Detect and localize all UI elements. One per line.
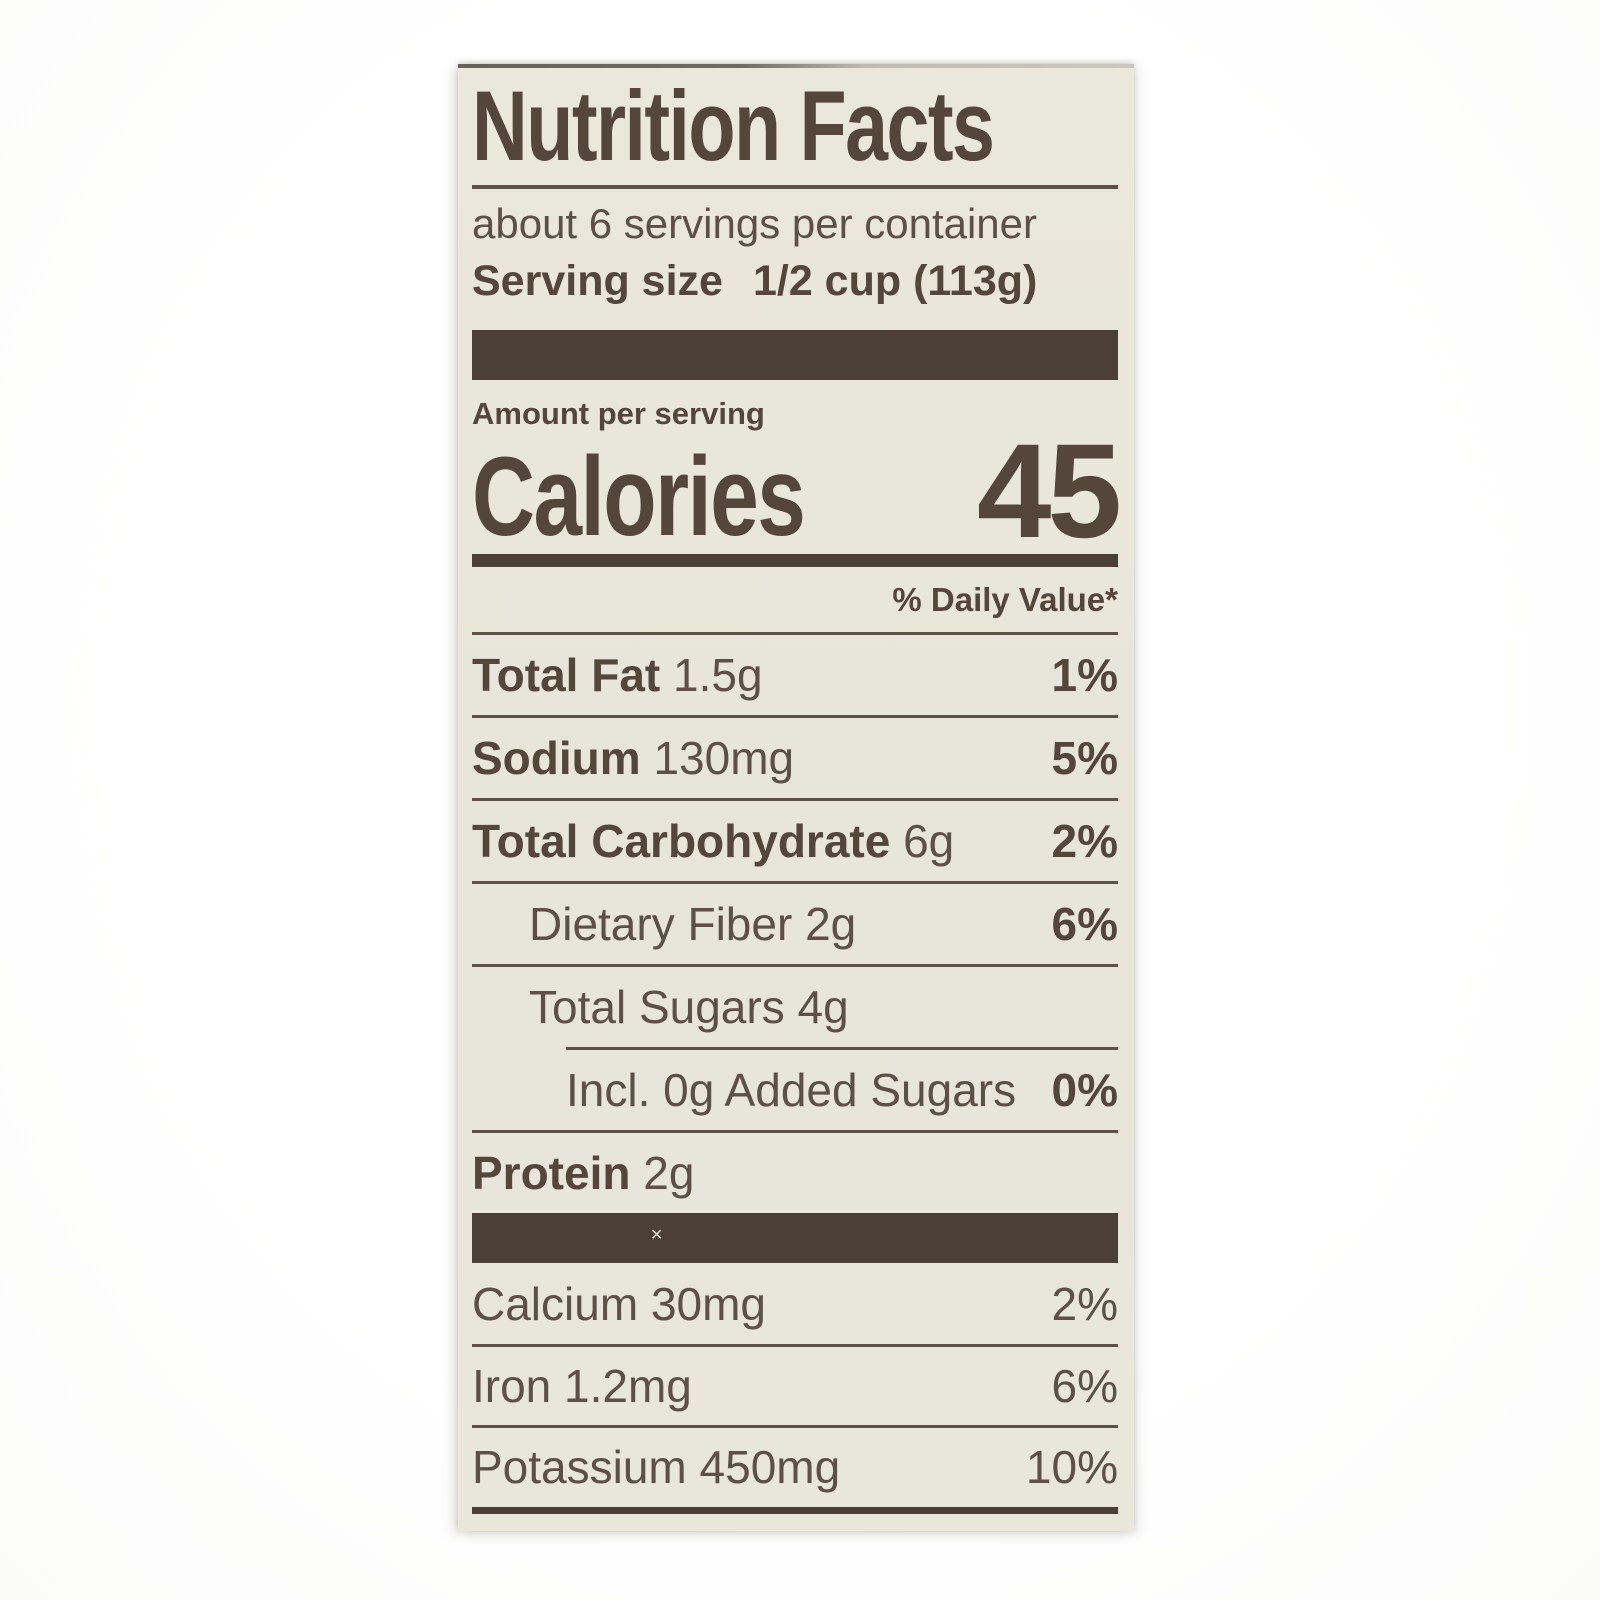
- nutrient-name-amount: Sodium 130mg: [472, 732, 795, 785]
- row-dietary-fiber: Dietary Fiber 2g 6%: [472, 881, 1118, 964]
- nutrient-name-amount: Total Fat 1.5g: [472, 649, 763, 702]
- nutrient-name-amount: Total Sugars 4g: [529, 981, 849, 1034]
- row-total-fat: Total Fat 1.5g 1%: [472, 632, 1118, 715]
- calories-divider-rule: [472, 554, 1118, 568]
- nutrient-name-amount: Dietary Fiber 2g: [529, 898, 857, 951]
- daily-value-percent: 2%: [1051, 1277, 1118, 1330]
- nutrient-name-amount: Protein 2g: [472, 1147, 695, 1200]
- serving-size-label: Serving size: [472, 257, 723, 306]
- serving-size-row: Serving size 1/2 cup (113g): [472, 257, 1118, 330]
- servings-per-container: about 6 servings per container: [472, 200, 1038, 248]
- print-speck-artifact: ✕: [650, 1227, 664, 1245]
- nutrient-name-amount: Incl. 0g Added Sugars: [566, 1064, 1017, 1117]
- row-sodium: Sodium 130mg 5%: [472, 715, 1118, 798]
- daily-value-percent: 2%: [1051, 815, 1118, 868]
- daily-value-percent: 6%: [1051, 1360, 1118, 1413]
- section-bar-top: [472, 330, 1118, 381]
- row-protein: Protein 2g: [472, 1130, 1118, 1213]
- nutrient-name-amount: Total Carbohydrate 6g: [472, 815, 955, 868]
- calories-value: 45: [976, 416, 1122, 566]
- calories-row: Calories 45: [472, 416, 1122, 566]
- label-title: Nutrition Facts: [472, 64, 1118, 190]
- minerals-section: Calcium 30mg 2% Iron 1.2mg 6% Potassium …: [472, 1263, 1118, 1506]
- row-total-carbohydrate: Total Carbohydrate 6g 2%: [472, 798, 1118, 881]
- daily-value-percent: 10%: [1025, 1441, 1118, 1494]
- daily-value-percent: 5%: [1051, 732, 1118, 785]
- daily-value-percent: 0%: [1051, 1064, 1118, 1117]
- row-iron: Iron 1.2mg 6%: [472, 1344, 1118, 1425]
- nutrient-name-amount: Potassium 450mg: [472, 1441, 841, 1494]
- daily-value-percent: 6%: [1051, 898, 1118, 951]
- section-bar-bottom: ✕: [472, 1213, 1118, 1264]
- row-potassium: Potassium 450mg 10%: [472, 1425, 1118, 1506]
- nutrition-facts-label: Nutrition Facts about 6 servings per con…: [458, 64, 1134, 1531]
- amount-per-serving-label: Amount per serving: [472, 396, 765, 432]
- nutrient-name-amount: Iron 1.2mg: [472, 1360, 692, 1413]
- calories-label: Calories: [472, 433, 806, 559]
- row-total-sugars: Total Sugars 4g: [472, 964, 1118, 1047]
- label-bottom-rule: [472, 1507, 1118, 1515]
- label-title-text: Nutrition Facts: [472, 70, 995, 181]
- row-added-sugars: Incl. 0g Added Sugars 0%: [566, 1047, 1118, 1130]
- row-calcium: Calcium 30mg 2%: [472, 1263, 1118, 1344]
- daily-value-header: % Daily Value*: [892, 581, 1118, 619]
- label-top-edge: [458, 64, 1134, 68]
- nutrient-name-amount: Calcium 30mg: [472, 1277, 767, 1330]
- serving-size-value: 1/2 cup (113g): [752, 257, 1038, 306]
- daily-value-percent: 1%: [1051, 649, 1118, 702]
